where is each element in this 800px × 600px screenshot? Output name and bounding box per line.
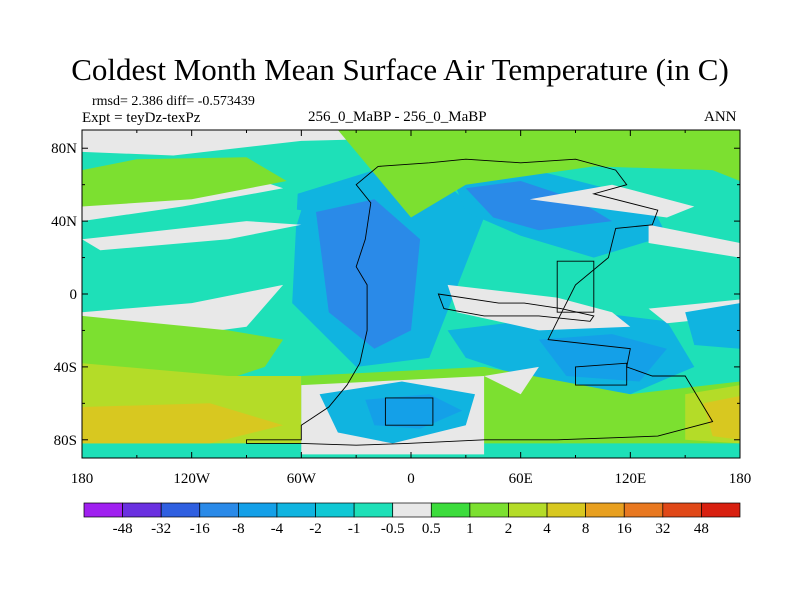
season-label: ANN xyxy=(704,109,737,125)
y-tick-label: 0 xyxy=(70,287,78,303)
x-tick-label: 180 xyxy=(71,471,94,487)
colorbar-swatch xyxy=(623,502,664,518)
colorbar-swatch xyxy=(430,502,471,518)
stats-line: rmsd= 2.386 diff= -0.573439 xyxy=(92,94,255,109)
colorbar-label: -16 xyxy=(190,521,210,537)
colorbar-swatch xyxy=(392,502,432,518)
colorbar-swatch xyxy=(83,502,123,518)
temperature-region xyxy=(316,199,421,349)
colorbar-label: 16 xyxy=(617,521,633,537)
colorbar-label: -2 xyxy=(309,521,322,537)
y-tick-label: 80S xyxy=(54,433,77,449)
colorbar-swatch xyxy=(160,502,201,518)
colorbar-label: 8 xyxy=(582,521,590,537)
continent-outlines xyxy=(246,158,714,446)
temperature-region xyxy=(82,403,284,444)
colorbar-swatch xyxy=(546,502,586,518)
colorbar-swatch xyxy=(585,502,625,518)
x-tick-label: 120W xyxy=(173,471,211,487)
temperature-region xyxy=(365,394,463,429)
continent-outline xyxy=(246,158,714,446)
colorbar-label: 0.5 xyxy=(422,521,441,537)
x-tick-label: 0 xyxy=(407,471,415,487)
x-tick-label: 180 xyxy=(729,471,752,487)
x-tick-label: 120E xyxy=(614,471,646,487)
experiment-label: Expt = teyDz-texPz xyxy=(82,110,201,126)
temperature-region xyxy=(648,224,740,258)
y-tick-label: 80N xyxy=(51,141,77,157)
colorbar-label: 2 xyxy=(505,521,513,537)
colorbar-label: 32 xyxy=(655,521,670,537)
temperature-region xyxy=(82,157,287,207)
basin-outline xyxy=(384,397,434,426)
colorbar-swatch xyxy=(353,502,394,518)
map-area xyxy=(82,130,740,458)
colorbar-swatch xyxy=(238,502,278,518)
temperature-region xyxy=(337,130,740,218)
y-tick-label: 40N xyxy=(51,214,77,230)
colorbar-label: 1 xyxy=(466,521,474,537)
temperature-region xyxy=(82,221,302,251)
colorbar-swatch xyxy=(276,502,316,518)
temperature-region xyxy=(484,366,539,395)
colorbar-label: -32 xyxy=(151,521,171,537)
colorbar-swatch xyxy=(469,502,509,518)
y-tick-label: 40S xyxy=(54,360,77,376)
colorbar-label: -8 xyxy=(232,521,245,537)
temperature-region xyxy=(703,396,740,440)
basin-outline xyxy=(575,362,628,386)
x-tick-label: 60E xyxy=(509,471,533,487)
chart-title: Coldest Month Mean Surface Air Temperatu… xyxy=(71,52,729,87)
colorbar: -48 -32 -16 -8 -4 -2 -1 -0.5 0.5 1 2 4 8 16 32 48 xyxy=(83,502,741,537)
colorbar-label: -48 xyxy=(113,521,133,537)
colorbar-swatch xyxy=(662,502,702,518)
chart-subtitle: 256_0_MaBP - 256_0_MaBP xyxy=(308,109,487,125)
axes: 180 120W 60W 0 60E 120E 180 80N 40N 0 40S 80S xyxy=(51,130,751,487)
colorbar-label: 4 xyxy=(543,521,551,537)
colorbar-label: -0.5 xyxy=(381,521,405,537)
x-tick-label: 60W xyxy=(287,471,317,487)
colorbar-swatch xyxy=(122,502,162,518)
colorbar-label: -1 xyxy=(348,521,361,537)
colorbar-swatch xyxy=(315,502,355,518)
colorbar-swatch xyxy=(701,502,741,518)
colorbar-label: -4 xyxy=(271,521,284,537)
temperature-region xyxy=(447,284,631,331)
colorbar-swatch xyxy=(199,502,239,518)
basin-outline xyxy=(437,293,595,322)
colorbar-label: 48 xyxy=(694,521,709,537)
temperature-region xyxy=(685,303,740,349)
temperature-region xyxy=(465,181,613,231)
colorbar-swatch xyxy=(508,502,548,518)
basin-outline xyxy=(556,260,595,313)
